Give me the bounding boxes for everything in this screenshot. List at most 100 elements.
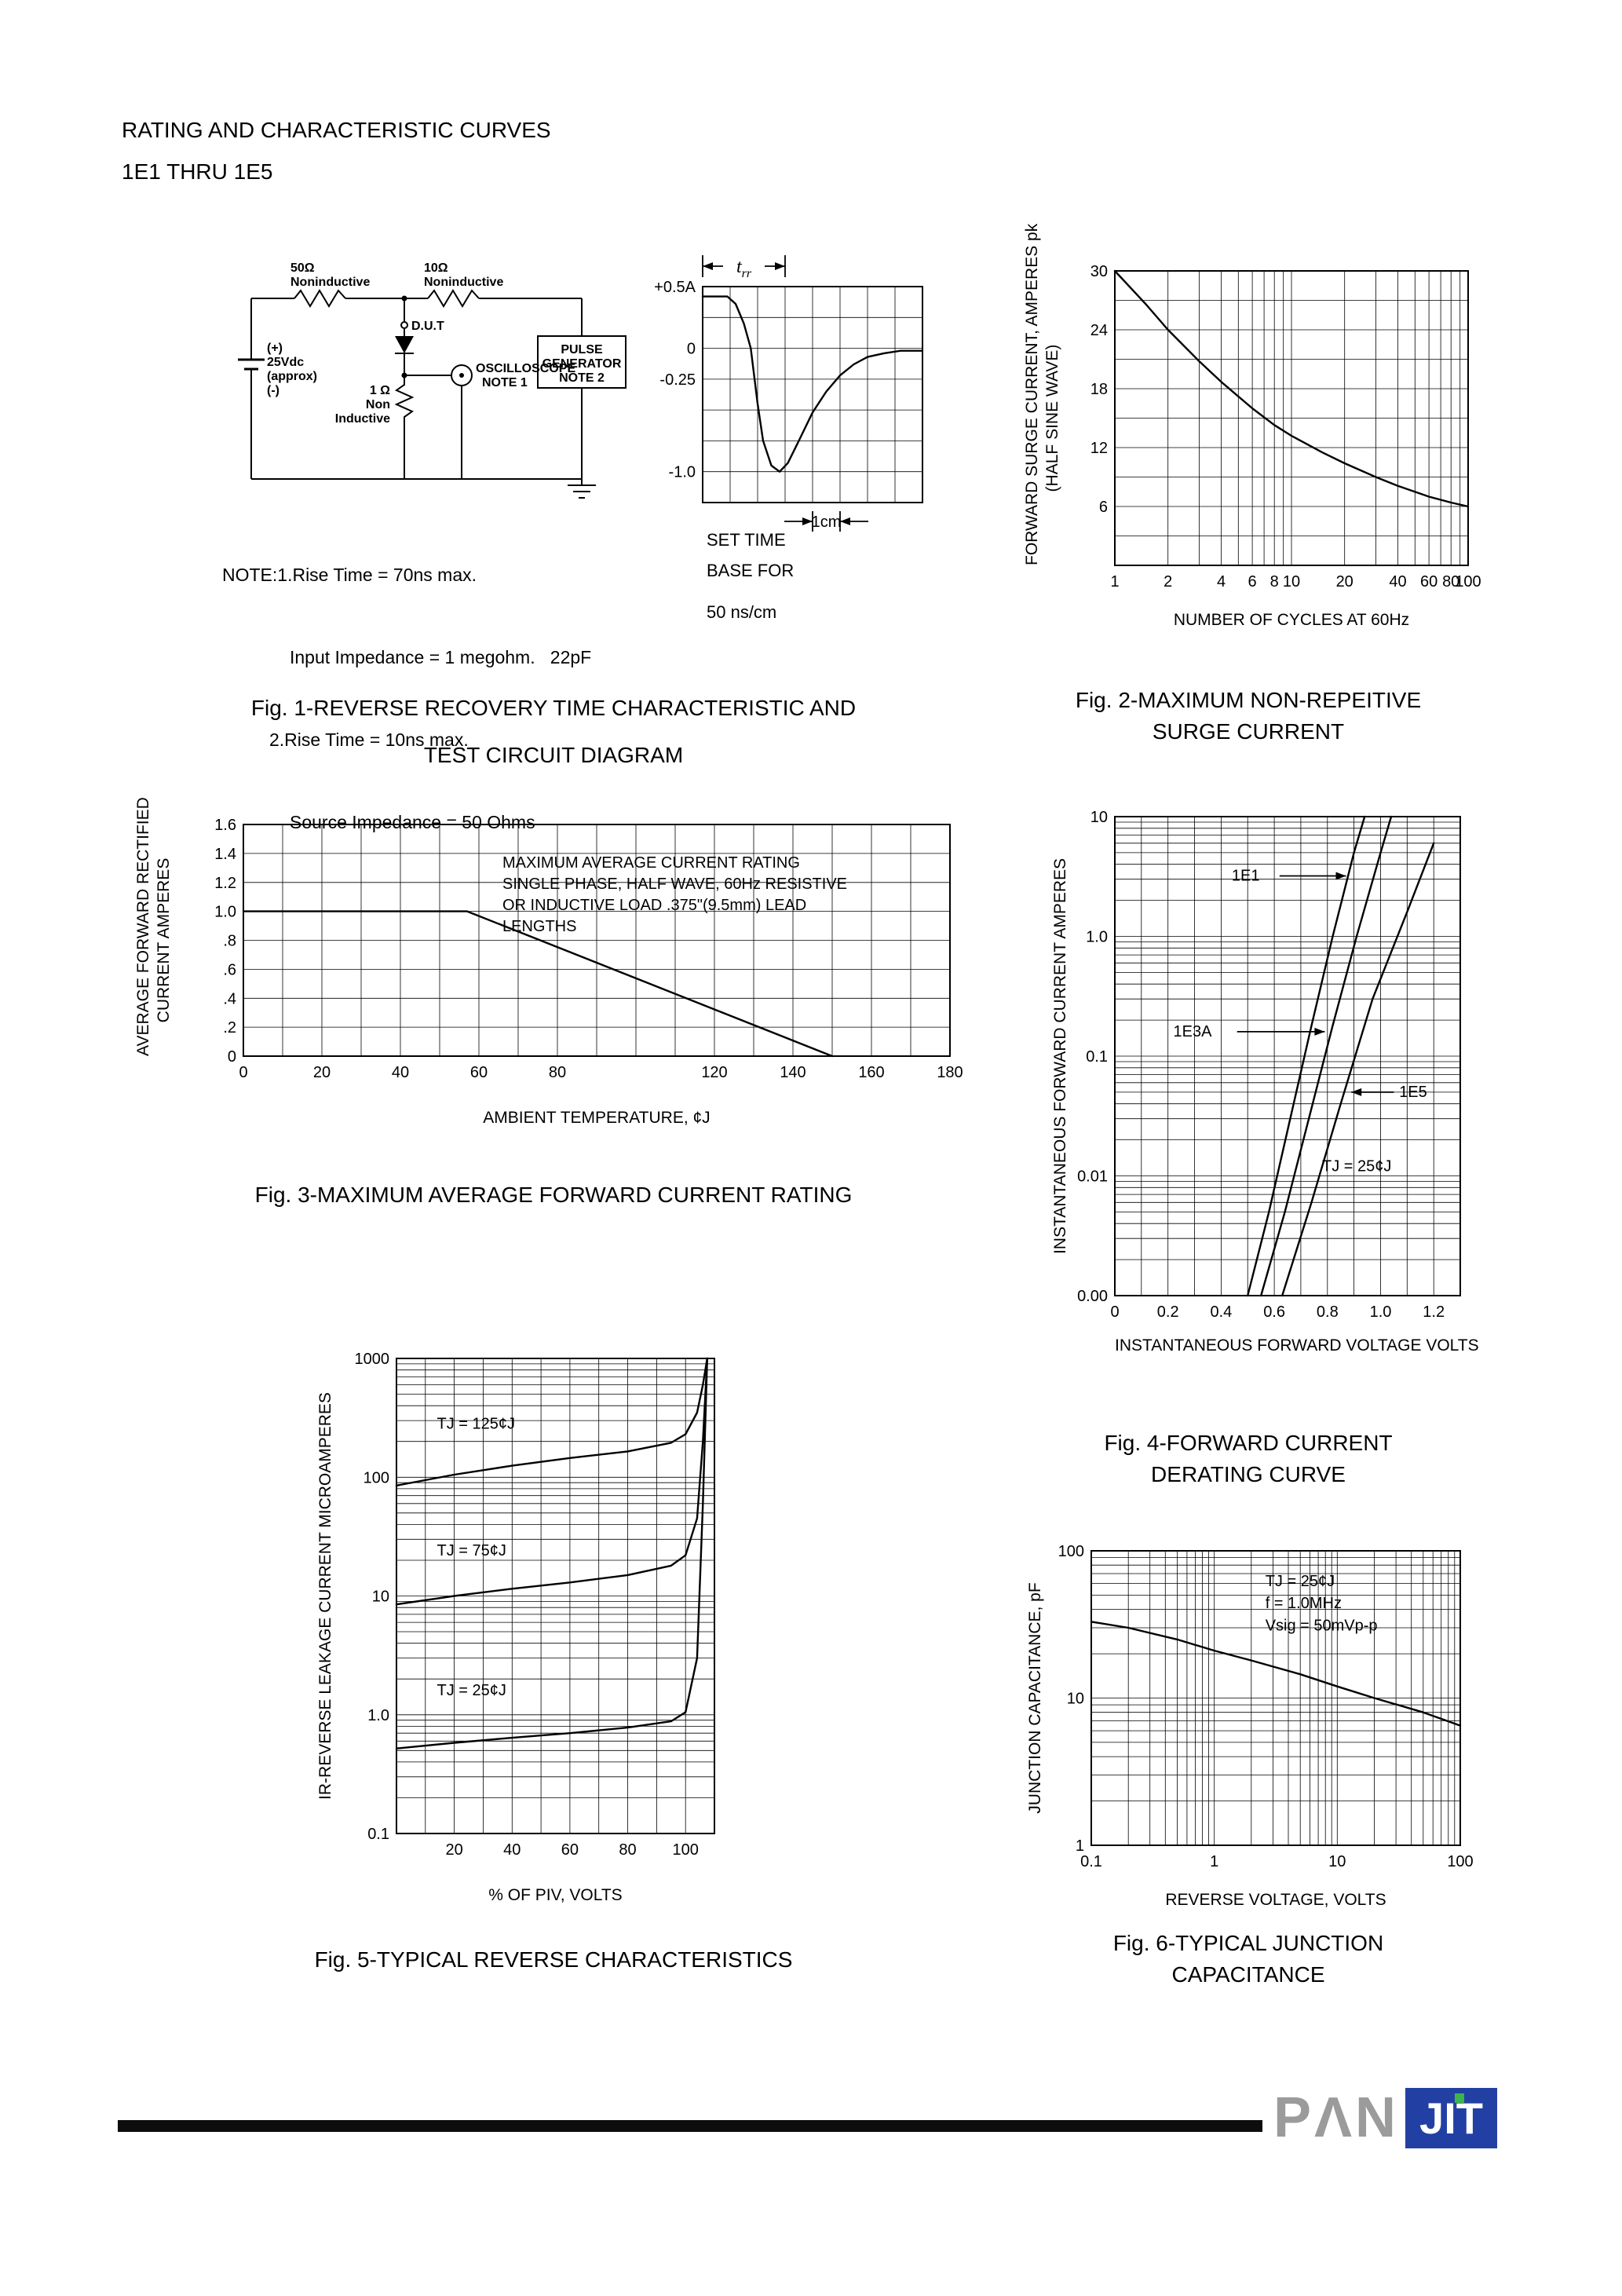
fig1-waveform-chart: +0.5A 0 -0.25 -1.0 trr 1cm bbox=[648, 239, 946, 561]
svg-text:60: 60 bbox=[1420, 573, 1438, 590]
svg-text:0.01: 0.01 bbox=[1077, 1168, 1108, 1186]
note-line: NOTE:1.Rise Time = 70ns max. bbox=[222, 565, 477, 585]
svg-text:TJ = 75¢J: TJ = 75¢J bbox=[437, 1542, 506, 1559]
svg-text:0.4: 0.4 bbox=[1210, 1303, 1232, 1321]
svg-text:.6: .6 bbox=[223, 961, 236, 978]
svg-text:40: 40 bbox=[1389, 573, 1406, 590]
svg-text:100: 100 bbox=[673, 1841, 699, 1859]
svg-text:0.1: 0.1 bbox=[1080, 1853, 1102, 1870]
svg-text:60: 60 bbox=[561, 1841, 579, 1859]
svg-text:80: 80 bbox=[549, 1064, 566, 1081]
svg-text:60: 60 bbox=[470, 1064, 488, 1081]
fig2-caption: Fig. 2-MAXIMUM NON-REPEITIVE SURGE CURRE… bbox=[1075, 688, 1422, 744]
svg-text:1.0: 1.0 bbox=[214, 904, 236, 921]
fig1-caption: Fig. 1-REVERSE RECOVERY TIME CHARACTERIS… bbox=[181, 685, 926, 779]
r3-word1: Non bbox=[366, 398, 390, 411]
fig3-caption: Fig. 3-MAXIMUM AVERAGE FORWARD CURRENT R… bbox=[254, 1183, 853, 1207]
fig3-y-axis-label: AVERAGE FORWARD RECTIFIED CURRENT AMPERE… bbox=[134, 797, 173, 1056]
svg-text:0: 0 bbox=[239, 1064, 247, 1081]
fig3-x-axis-label: AMBIENT TEMPERATURE, ¢J bbox=[483, 1109, 711, 1127]
node-dot bbox=[401, 372, 407, 378]
r3-word2: Inductive bbox=[335, 412, 390, 426]
svg-text:8: 8 bbox=[1270, 573, 1279, 590]
diode-icon bbox=[395, 336, 414, 353]
svg-text:0.6: 0.6 bbox=[1263, 1303, 1285, 1321]
note-line: 2.Rise Time = 10ns max. bbox=[269, 729, 469, 750]
logo-jit-text: JIT bbox=[1419, 2093, 1483, 2143]
svg-text:0: 0 bbox=[228, 1048, 236, 1066]
svg-text:120: 120 bbox=[701, 1064, 727, 1081]
fig6-x-axis-label: REVERSE VOLTAGE, VOLTS bbox=[1165, 1891, 1386, 1909]
fig4-caption: Fig. 4-FORWARD CURRENT DERATING CURVE bbox=[1104, 1431, 1393, 1486]
dut-terminal-icon bbox=[400, 321, 408, 329]
svg-text:0: 0 bbox=[1110, 1303, 1119, 1321]
r2-type: Noninductive bbox=[424, 276, 503, 289]
svg-text:TJ = 25¢J: TJ = 25¢J bbox=[437, 1682, 506, 1699]
svg-text:+0.5A: +0.5A bbox=[654, 279, 696, 296]
svg-text:6: 6 bbox=[1248, 573, 1257, 590]
svg-text:f = 1.0MHz: f = 1.0MHz bbox=[1266, 1595, 1342, 1612]
fig1-caption-line2: TEST CIRCUIT DIAGRAM bbox=[423, 743, 684, 767]
logo-pan-text: PΛN bbox=[1273, 2086, 1400, 2149]
fig1-notes: NOTE:1.Rise Time = 70ns max. Input Imped… bbox=[222, 506, 591, 891]
svg-text:1E1: 1E1 bbox=[1232, 868, 1260, 885]
node-dot bbox=[401, 295, 407, 302]
supply-approx: (approx) bbox=[267, 370, 317, 383]
svg-text:1cm: 1cm bbox=[812, 514, 842, 531]
fig6-caption: Fig. 6-TYPICAL JUNCTION CAPACITANCE bbox=[1112, 1931, 1384, 1987]
svg-text:2: 2 bbox=[1164, 573, 1172, 590]
svg-text:0.00: 0.00 bbox=[1077, 1288, 1108, 1305]
svg-text:1.0: 1.0 bbox=[367, 1707, 389, 1724]
svg-text:30: 30 bbox=[1090, 263, 1108, 280]
fig6-y-axis-label: JUNCTION CAPACITANCE, pF bbox=[1026, 1582, 1044, 1814]
fig1-circuit-diagram: 50Ω Noninductive 10Ω Noninductive (+) 25… bbox=[220, 243, 644, 518]
svg-text:10: 10 bbox=[1328, 1853, 1346, 1870]
svg-text:100: 100 bbox=[1447, 1853, 1473, 1870]
svg-text:0.1: 0.1 bbox=[367, 1826, 389, 1843]
r1-value: 50Ω bbox=[290, 261, 315, 275]
svg-text:1E3A: 1E3A bbox=[1174, 1023, 1213, 1040]
fig4-y-axis-label: INSTANTANEOUS FORWARD CURRENT AMPERES bbox=[1051, 857, 1069, 1255]
svg-text:100: 100 bbox=[1455, 573, 1481, 590]
svg-text:1.2: 1.2 bbox=[1423, 1303, 1445, 1321]
svg-text:TJ = 25¢J: TJ = 25¢J bbox=[1322, 1157, 1391, 1175]
fig2-x-axis-label: NUMBER OF CYCLES AT 60Hz bbox=[1173, 611, 1410, 629]
set-time-line2: BASE FOR bbox=[707, 561, 795, 580]
svg-text:140: 140 bbox=[780, 1064, 806, 1081]
svg-text:.4: .4 bbox=[223, 990, 236, 1007]
svg-text:18: 18 bbox=[1090, 381, 1108, 398]
sweep-rate: 50 ns/cm bbox=[707, 602, 777, 622]
page-subtitle: 1E1 THRU 1E5 bbox=[122, 159, 273, 184]
reverse-recovery-waveform-svg: +0.5A 0 -0.25 -1.0 trr 1cm bbox=[654, 255, 924, 532]
svg-text:6: 6 bbox=[1099, 499, 1108, 516]
svg-text:40: 40 bbox=[503, 1841, 521, 1859]
supply-minus: (-) bbox=[267, 384, 279, 397]
set-time-line1: SET TIME bbox=[707, 530, 786, 550]
svg-text:160: 160 bbox=[858, 1064, 884, 1081]
fig3-annotation: MAXIMUM AVERAGE CURRENT RATING SINGLE PH… bbox=[502, 854, 848, 935]
svg-text:24: 24 bbox=[1090, 322, 1108, 339]
pulse-line2: GENERATOR bbox=[542, 357, 622, 371]
svg-text:1E5: 1E5 bbox=[1399, 1084, 1427, 1101]
svg-text:10: 10 bbox=[1090, 809, 1108, 826]
svg-text:-1.0: -1.0 bbox=[669, 464, 696, 481]
r1-type: Noninductive bbox=[290, 276, 370, 289]
svg-text:4: 4 bbox=[1217, 573, 1226, 590]
svg-text:TJ = 125¢J: TJ = 125¢J bbox=[437, 1416, 516, 1433]
reverse-leakage-svg: 20 40 60 80 100 1000 100 10 1.0 0.1 TJ = 125¢J TJ =… bbox=[355, 1351, 715, 1859]
fig2-chart: 1 2 4 6 8 10 20 40 60 80 100 30 24 18 12 6 bbox=[1060, 224, 1500, 632]
note-line: Input Impedance = 1 megohm. 22pF bbox=[290, 647, 592, 667]
svg-text:20: 20 bbox=[445, 1841, 462, 1859]
panjit-logo: PΛN JIT bbox=[1273, 2086, 1497, 2150]
svg-text:12: 12 bbox=[1090, 440, 1108, 457]
svg-text:10: 10 bbox=[1283, 573, 1300, 590]
svg-text:80: 80 bbox=[619, 1841, 636, 1859]
svg-text:80: 80 bbox=[1442, 573, 1459, 590]
fig3-chart: 0 20 40 60 80 120 140 160 180 1.6 1.4 1.2 1.0 .8 .6 .4.… bbox=[188, 777, 981, 1131]
svg-text:10: 10 bbox=[1067, 1691, 1084, 1708]
svg-text:1000: 1000 bbox=[355, 1351, 390, 1368]
svg-text:1.6: 1.6 bbox=[214, 817, 236, 834]
oscilloscope-icon bbox=[451, 364, 473, 386]
svg-text:1: 1 bbox=[1210, 1853, 1218, 1870]
